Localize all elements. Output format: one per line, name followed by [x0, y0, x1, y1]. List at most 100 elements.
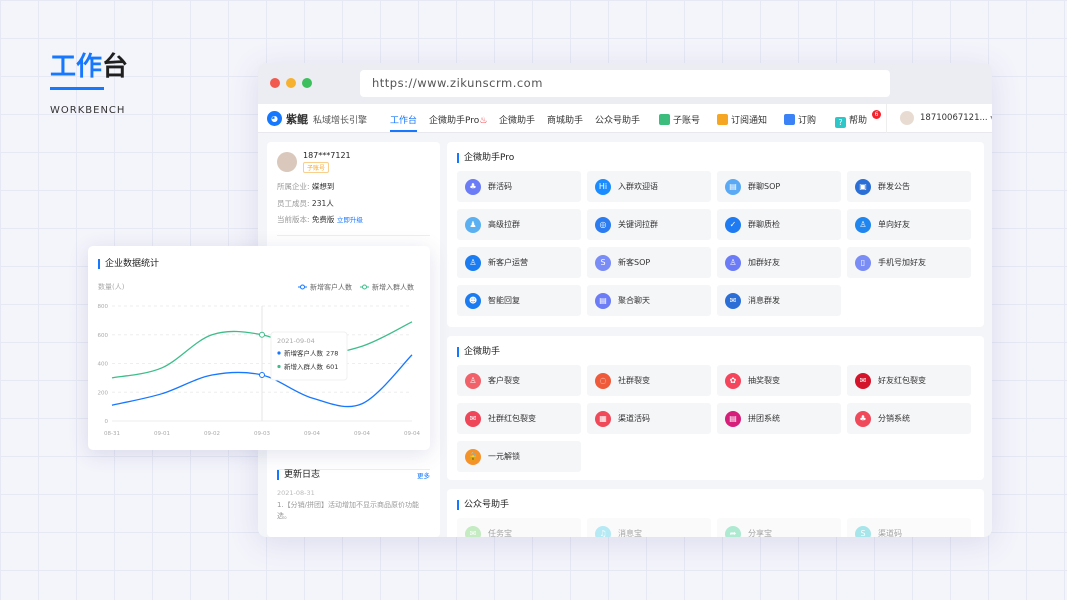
- feature-tile[interactable]: ✉ 消息群发: [717, 285, 841, 316]
- feature-tile[interactable]: ➦ 分享宝: [717, 518, 841, 537]
- feature-tile[interactable]: ♙ 客户裂变: [457, 365, 581, 396]
- address-bar[interactable]: https://www.zikunscrm.com: [360, 70, 890, 97]
- feature-label: 消息群发: [748, 296, 780, 305]
- changelog-date: 2021-08-31: [277, 489, 315, 497]
- feature-tile[interactable]: ♙ 单向好友: [847, 209, 971, 240]
- feature-icon: ♙: [465, 254, 481, 271]
- tooltip-dot: [277, 351, 281, 355]
- browser-window: https://www.zikunscrm.com ◕ 紫鲲 私域增长引擎 工作…: [258, 63, 992, 537]
- y-tick-label: 200: [98, 390, 109, 396]
- staff-value: 231人: [311, 199, 334, 208]
- feature-tile[interactable]: ♣ 分销系统: [847, 403, 971, 434]
- legend-label[interactable]: 新增入群人数: [372, 283, 414, 292]
- changelog-more-link[interactable]: 更多: [417, 472, 430, 480]
- feature-tile[interactable]: ◌ 社群裂变: [587, 365, 711, 396]
- nav-tab-label: 商城助手: [547, 116, 584, 126]
- avatar[interactable]: [900, 111, 914, 125]
- maximize-window-button[interactable]: [302, 78, 312, 88]
- upgrade-link[interactable]: 立即升级: [336, 216, 363, 224]
- minimize-window-button[interactable]: [286, 78, 296, 88]
- feature-tile[interactable]: ▦ 渠道活码: [587, 403, 711, 434]
- feature-tile[interactable]: ✉ 社群红包裂变: [457, 403, 581, 434]
- changelog-entry: 1.【分销/拼团】活动增加不显示商品原价功能选。: [277, 501, 420, 520]
- feature-icon: ♙: [465, 372, 481, 389]
- feature-icon: ✓: [725, 216, 741, 233]
- feature-label: 渠道码: [878, 529, 902, 537]
- nav-button-label: 订购: [798, 116, 817, 126]
- nav-tab-1[interactable]: 企微助手Pro♨: [429, 113, 487, 126]
- feature-tile[interactable]: ▤ 拼团系统: [717, 403, 841, 434]
- account-menu[interactable]: 18710067121... ▼: [920, 113, 992, 123]
- nav-bookmark-button[interactable]: 订阅通知: [717, 113, 767, 126]
- nav-tab-4[interactable]: 公众号助手: [595, 113, 640, 126]
- feature-tile[interactable]: ♟ 高级拉群: [457, 209, 581, 240]
- nav-tab-label: 企微助手Pro: [429, 116, 480, 126]
- feature-label: 渠道活码: [618, 414, 650, 423]
- feature-tile[interactable]: ☻ 智能回复: [457, 285, 581, 316]
- y-axis-label: 数量(人): [98, 282, 125, 291]
- tooltip: [270, 331, 348, 381]
- data-point[interactable]: [259, 331, 265, 338]
- x-tick-label: 09-04: [304, 431, 320, 437]
- nav-tab-2[interactable]: 企微助手: [499, 113, 535, 126]
- feature-tile[interactable]: ♫ 消息宝: [587, 518, 711, 537]
- feature-tile[interactable]: S 新客SOP: [587, 247, 711, 278]
- feature-tile[interactable]: ▤ 群聊SOP: [717, 171, 841, 202]
- section-title: 公众号助手: [457, 500, 509, 510]
- feature-icon: ♙: [725, 254, 741, 271]
- feature-label: 智能回复: [488, 296, 520, 305]
- feature-icon: ➦: [725, 525, 741, 537]
- feature-tile[interactable]: 🔒 一元解锁: [457, 441, 581, 472]
- changelog-title: 更新日志: [277, 470, 320, 480]
- feature-label: 高级拉群: [488, 220, 520, 229]
- feature-label: 加群好友: [748, 258, 780, 267]
- feature-tile[interactable]: ♙ 加群好友: [717, 247, 841, 278]
- nav-tab-0[interactable]: 工作台: [390, 113, 418, 132]
- feature-tile[interactable]: S 渠道码: [847, 518, 971, 537]
- bookmark-icon: [717, 114, 728, 125]
- nav-question-button[interactable]: ? 帮助: [835, 113, 867, 128]
- feature-tile[interactable]: ♙ 新客户运营: [457, 247, 581, 278]
- feature-tile[interactable]: ◎ 关键词拉群: [587, 209, 711, 240]
- legend-label[interactable]: 新增客户人数: [310, 283, 352, 292]
- feature-label: 抽奖裂变: [748, 376, 780, 385]
- divider: [277, 469, 430, 470]
- feature-tile[interactable]: ✿ 抽奖裂变: [717, 365, 841, 396]
- feature-icon: ☻: [465, 292, 481, 309]
- feature-label: 手机号加好友: [878, 258, 926, 267]
- feature-tile[interactable]: ▣ 群发公告: [847, 171, 971, 202]
- nav-user-button[interactable]: 子账号: [659, 113, 700, 126]
- feature-tile[interactable]: ✉ 好友红包裂变: [847, 365, 971, 396]
- section-title: 企微助手Pro: [457, 153, 514, 163]
- feature-tile[interactable]: Hi 入群欢迎语: [587, 171, 711, 202]
- feature-label: 拼团系统: [748, 414, 780, 423]
- feature-label: 任务宝: [488, 529, 512, 537]
- company-label: 所属企业:: [277, 182, 310, 191]
- y-tick-label: 0: [105, 419, 109, 425]
- y-tick-label: 400: [98, 362, 109, 368]
- brand-slogan: 私域增长引擎: [313, 116, 368, 126]
- feature-tile[interactable]: ♣ 群活码: [457, 171, 581, 202]
- nav-cart-button[interactable]: 订购: [784, 113, 816, 126]
- page-subtitle: WORKBENCH: [50, 105, 126, 116]
- feature-icon: Hi: [595, 178, 611, 195]
- version-label: 当前版本:: [277, 215, 310, 224]
- feature-icon: ♣: [465, 178, 481, 195]
- close-window-button[interactable]: [270, 78, 280, 88]
- feature-label: 社群裂变: [618, 376, 650, 385]
- x-tick-label: 08-31: [104, 431, 120, 437]
- feature-tile[interactable]: ✉ 任务宝: [457, 518, 581, 537]
- staff-label: 员工成员:: [277, 199, 310, 208]
- feature-tile[interactable]: ▯ 手机号加好友: [847, 247, 971, 278]
- feature-icon: ♙: [855, 216, 871, 233]
- line-chart[interactable]: 数量(人) 0 200 400 600 800 08-31 09-01 09-02 09-03 09…: [88, 246, 430, 450]
- feature-label: 消息宝: [618, 529, 642, 537]
- feature-tile[interactable]: ▤ 聚合聊天: [587, 285, 711, 316]
- nav-tab-3[interactable]: 商城助手: [547, 113, 583, 126]
- feature-tile[interactable]: ✓ 群聊质检: [717, 209, 841, 240]
- section-2: 公众号助手 ✉ 任务宝 ♫ 消息宝 ➦ 分享宝 S 渠道码: [447, 489, 984, 537]
- profile-phone: 187***7121: [303, 151, 351, 160]
- brand-name: 紫鲲: [286, 113, 308, 126]
- feature-icon: ▤: [725, 178, 741, 195]
- data-point[interactable]: [259, 372, 265, 378]
